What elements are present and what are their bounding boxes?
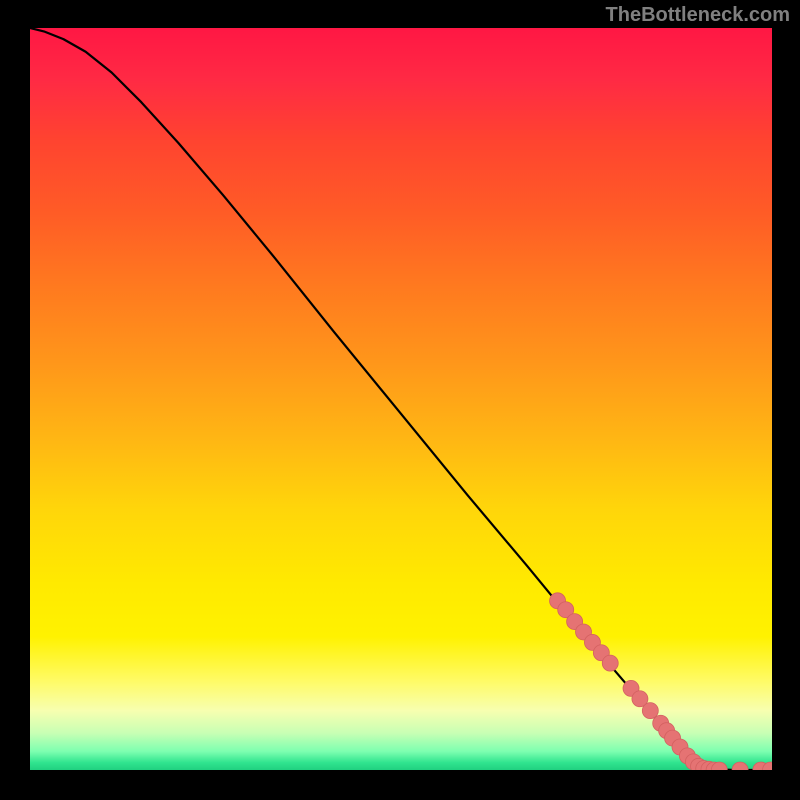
gradient-background	[30, 28, 772, 770]
chart-plot	[30, 28, 772, 770]
marker-point	[602, 655, 618, 671]
marker-point	[642, 703, 658, 719]
watermark-label: TheBottleneck.com	[606, 4, 790, 27]
chart-stage: TheBottleneck.com	[0, 0, 800, 800]
